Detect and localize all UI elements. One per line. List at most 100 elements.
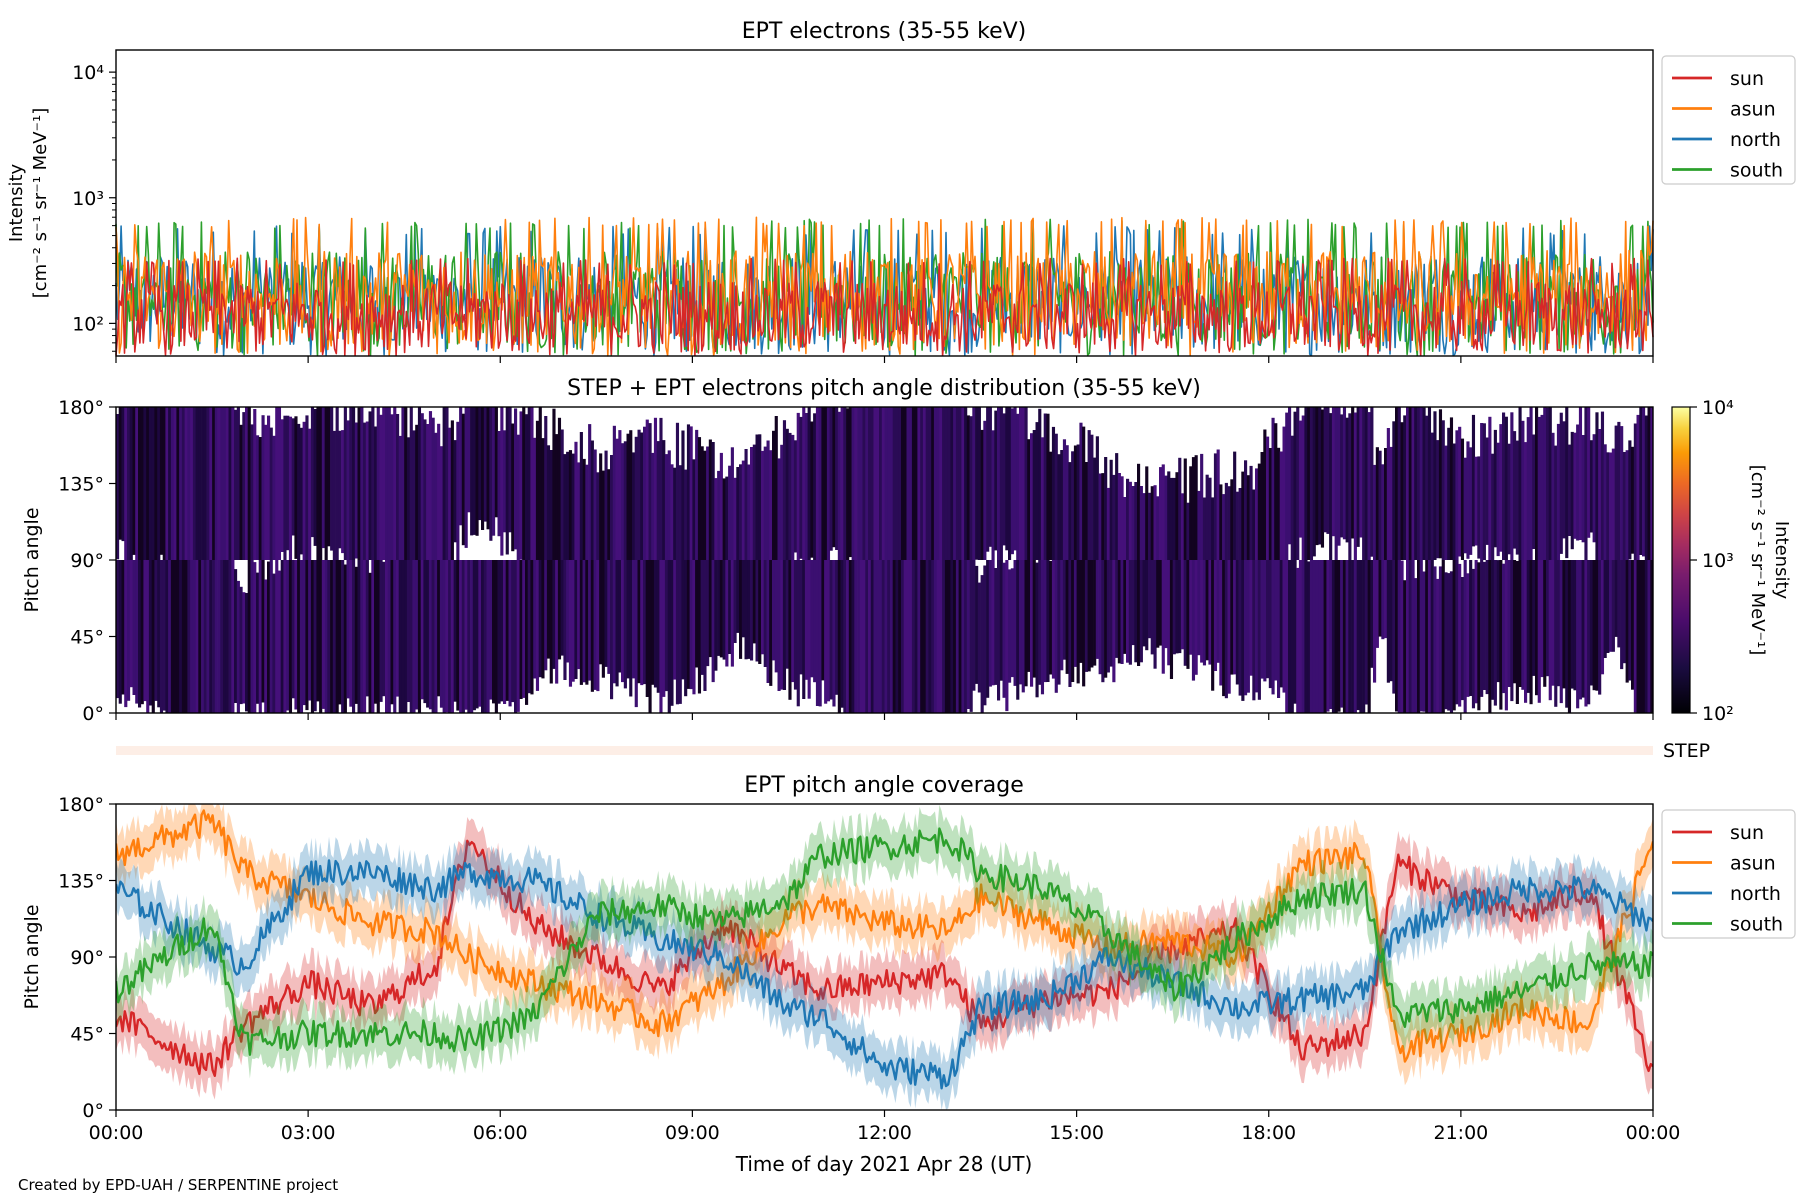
heatmap-cell	[662, 440, 666, 560]
heatmap-cell	[675, 560, 680, 705]
panel2-ylabel: Pitch angle	[21, 507, 43, 612]
heatmap-cell	[1502, 412, 1506, 560]
heatmap-cell	[525, 560, 529, 705]
heatmap-cell	[1600, 560, 1605, 675]
heatmap-cell	[519, 560, 523, 699]
heatmap-cell	[1137, 560, 1141, 666]
heatmap-cell	[223, 407, 227, 560]
heatmap-cell	[1403, 415, 1407, 560]
heatmap-cell	[1510, 412, 1514, 560]
heatmap-cell	[1359, 560, 1363, 713]
heatmap-cell	[538, 407, 542, 560]
panel1-title: EPT electrons (35-55 keV)	[742, 19, 1027, 44]
heatmap-cell	[1172, 477, 1176, 560]
heatmap-cell	[1123, 560, 1127, 654]
heatmap-cell	[159, 560, 164, 713]
coverage-line-asun	[116, 809, 1653, 1063]
heatmap-cell	[1197, 490, 1201, 560]
heatmap-cell	[588, 424, 592, 560]
heatmap-cell	[555, 434, 559, 560]
heatmap-cell	[1606, 452, 1610, 560]
heatmap-cell	[1309, 560, 1314, 713]
heatmap-cell	[206, 407, 210, 560]
heatmap-cell	[385, 407, 389, 560]
heatmap-cell	[1417, 407, 1421, 560]
heatmap-cell	[1444, 445, 1448, 560]
heatmap-cell	[1581, 560, 1585, 698]
heatmap-cell	[1411, 560, 1415, 713]
heatmap-cell	[116, 560, 120, 699]
heatmap-cell	[253, 562, 257, 713]
heatmap-cell	[1488, 416, 1492, 560]
heatmap-cell	[769, 450, 773, 560]
heatmap-cell	[549, 450, 553, 560]
heatmap-cell	[1595, 412, 1599, 560]
heatmap-cell	[140, 560, 144, 705]
panel2-y-ticks: 0° 45° 90° 135° 180°	[58, 397, 116, 725]
heatmap-cell	[1507, 560, 1511, 687]
heatmap-cell	[475, 407, 479, 536]
heatmap-cell	[1587, 560, 1591, 705]
heatmap-cell	[958, 407, 962, 560]
heatmap-cell	[277, 570, 282, 713]
heatmap-cell	[1578, 560, 1583, 700]
heatmap-cell	[291, 418, 295, 536]
heatmap-cell	[1567, 444, 1572, 536]
heatmap-cell	[470, 407, 474, 536]
heatmap-cell	[1485, 437, 1489, 545]
heatmap-cell	[1002, 562, 1006, 698]
heatmap-cell	[637, 429, 641, 560]
heatmap-cell	[758, 434, 762, 560]
heatmap-cell	[297, 560, 301, 713]
heatmap-cell	[437, 423, 441, 560]
heatmap-cell	[708, 439, 712, 560]
heatmap-cell	[1301, 415, 1305, 560]
heatmap-cell	[1032, 430, 1036, 560]
legend-label-asun: asun	[1730, 99, 1776, 121]
heatmap-cell	[1167, 560, 1171, 666]
heatmap-cell	[892, 407, 896, 560]
heatmap-cell	[1164, 475, 1168, 560]
heatmap-cell	[143, 560, 147, 702]
heatmap-cell	[1071, 560, 1075, 682]
heatmap-cell	[887, 407, 891, 560]
heatmap-cell	[426, 560, 430, 708]
heatmap-cell	[1460, 438, 1465, 560]
heatmap-cell	[522, 407, 526, 560]
heatmap-cell	[338, 560, 342, 705]
heatmap-cell	[431, 560, 435, 713]
heatmap-cell	[253, 409, 257, 560]
heatmap-cell	[1488, 560, 1492, 713]
heatmap-cell	[1395, 407, 1399, 560]
coverage-lines	[116, 804, 1653, 1110]
heatmap-cell	[1400, 422, 1404, 560]
heatmap-cell	[283, 415, 287, 560]
heatmap-cell	[1386, 428, 1390, 560]
heatmap-cell	[299, 560, 304, 713]
heatmap-cell	[1628, 560, 1632, 681]
heatmap-cell	[494, 560, 498, 713]
heatmap-cell	[374, 560, 378, 704]
heatmap-cell	[165, 407, 169, 560]
heatmap-cell	[777, 560, 781, 691]
heatmap-cell	[173, 560, 177, 713]
heatmap-cell	[343, 407, 347, 560]
heatmap-cell	[799, 416, 803, 559]
heatmap-cell	[846, 408, 850, 560]
y-tick-label: 90°	[70, 550, 104, 572]
heatmap-cell	[1417, 560, 1421, 713]
heatmap-cell	[1065, 445, 1069, 560]
heatmap-cell	[678, 465, 682, 560]
heatmap-cell	[316, 560, 320, 702]
heatmap-cell	[906, 560, 910, 713]
legend-label-south: south	[1730, 160, 1783, 182]
heatmap-cell	[1570, 431, 1574, 550]
heatmap-cell	[859, 407, 863, 560]
heatmap-cell	[733, 560, 737, 643]
heatmap-cell	[497, 431, 501, 537]
heatmap-cell	[1521, 560, 1525, 690]
heatmap-cell	[1636, 414, 1640, 560]
heatmap-cell	[1389, 560, 1393, 682]
heatmap-cell	[944, 560, 949, 713]
heatmap-cell	[1644, 560, 1648, 713]
